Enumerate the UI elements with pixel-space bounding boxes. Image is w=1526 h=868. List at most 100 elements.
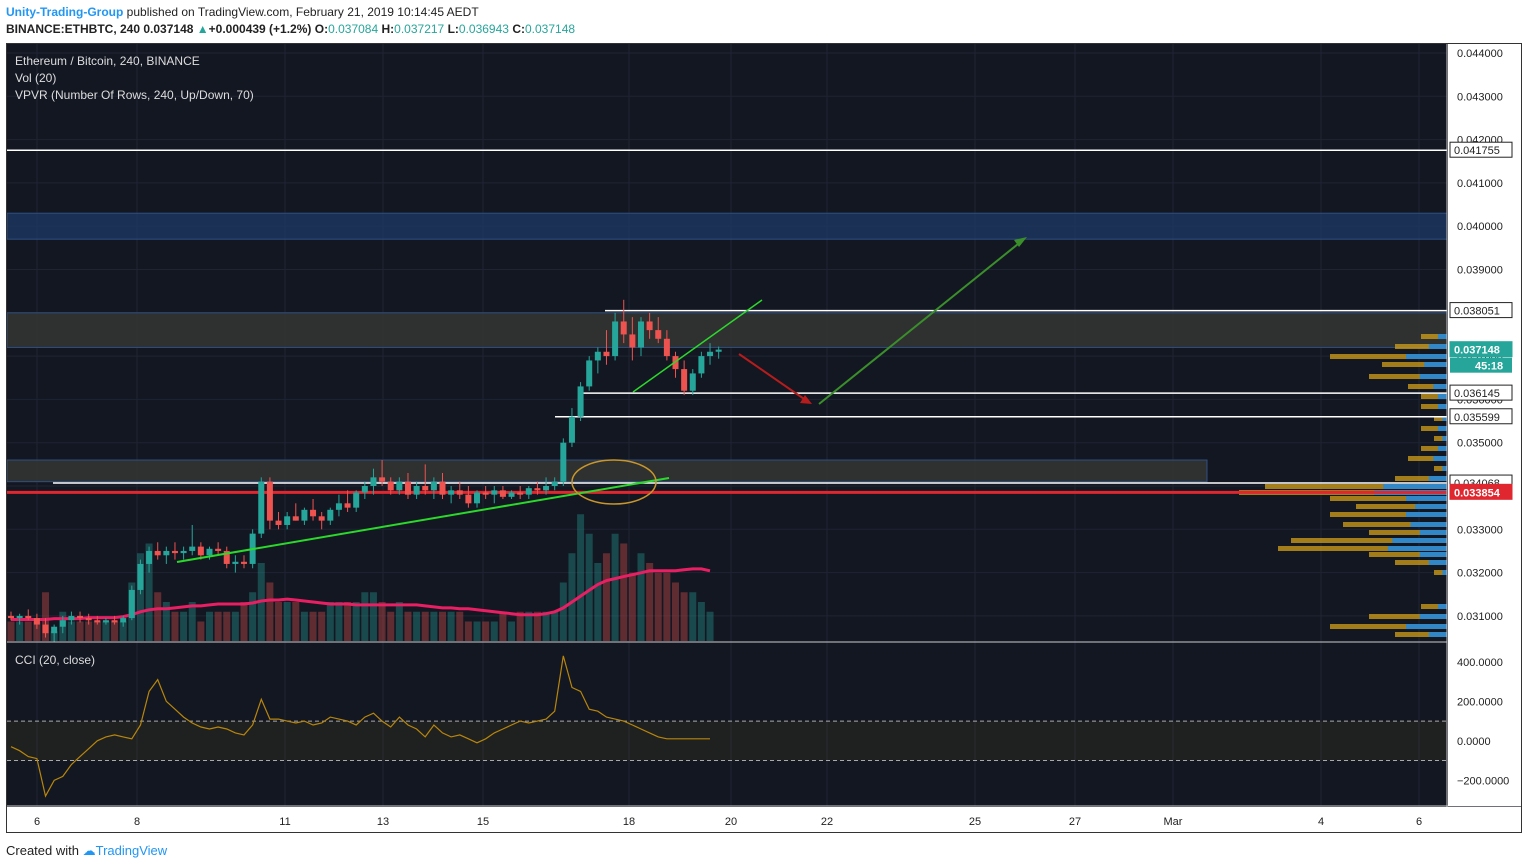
- volume-bar: [447, 611, 455, 641]
- open-label: O:: [314, 22, 329, 36]
- candle-body: [111, 620, 118, 623]
- time-tick-label: 13: [377, 816, 389, 828]
- candle-body: [629, 334, 636, 348]
- vpvr-row-up: [1343, 522, 1447, 527]
- candle-body: [370, 477, 377, 486]
- author-name[interactable]: Unity-Trading-Group: [6, 5, 124, 19]
- chart-container[interactable]: 0.044000 0.043000 0.042000 0.041000 0.040000…: [6, 43, 1522, 833]
- candle-body: [404, 481, 411, 495]
- volume-bar: [516, 611, 524, 641]
- candle-body: [534, 488, 541, 491]
- candle-body: [292, 516, 299, 521]
- candle-body: [232, 561, 239, 564]
- candle-body: [120, 618, 127, 623]
- ohlc-line: BINANCE:ETHBTC, 240 0.037148 ▲+0.000439 …: [6, 22, 575, 36]
- volume-bar: [33, 621, 41, 641]
- vpvr-row-down: [1428, 560, 1447, 565]
- volume-bar: [378, 602, 386, 641]
- time-axis-bg[interactable]: [7, 807, 1521, 832]
- volume-bar: [188, 602, 196, 641]
- vpvr-row-up: [1421, 334, 1447, 339]
- candle-body: [258, 481, 265, 534]
- candle-body: [77, 615, 84, 619]
- candle-body: [681, 369, 688, 391]
- volume-bar: [309, 611, 317, 641]
- vpvr-row-down: [1387, 546, 1447, 551]
- time-tick-label: 6: [1416, 816, 1422, 828]
- price-axis-bg[interactable]: [1448, 44, 1521, 806]
- volume-bar: [706, 611, 714, 641]
- volume-bar: [439, 611, 446, 641]
- candle-body: [612, 321, 619, 357]
- vpvr-row-down: [1406, 354, 1447, 359]
- chart-canvas[interactable]: 0.0440000.0430000.0420000.0410000.040000…: [6, 44, 1521, 832]
- candle-body: [51, 626, 58, 634]
- volume-bar: [205, 611, 213, 641]
- volume-bar: [335, 602, 343, 641]
- vpvr-row-down: [1410, 522, 1447, 527]
- volume-bar: [456, 611, 464, 641]
- time-tick-label: 15: [477, 816, 489, 828]
- price-level-tag: [1449, 341, 1513, 358]
- volume-bar: [680, 592, 688, 641]
- vpvr-row-down: [1406, 512, 1447, 517]
- volume-bar: [473, 621, 481, 641]
- bearish-arrow-head: [800, 395, 812, 404]
- vpvr-row-up: [1382, 362, 1447, 367]
- volume-bar: [231, 611, 239, 641]
- candle-body: [171, 550, 178, 554]
- price-tick-label: 0.035000: [1457, 438, 1503, 450]
- price-tick-label: 0.043000: [1457, 91, 1503, 103]
- price-tick-label: 0.040000: [1457, 221, 1503, 233]
- vpvr-row-down: [1437, 604, 1447, 609]
- cci-line: [10, 655, 710, 798]
- candle-body: [465, 494, 472, 504]
- vpvr-row-down: [1419, 530, 1447, 535]
- volume-bar: [421, 611, 429, 641]
- candle-body: [396, 481, 403, 491]
- candle-body: [508, 492, 515, 497]
- vpvr-row-up: [1330, 512, 1447, 517]
- candle-body: [568, 416, 575, 443]
- cci-tick-label: −200.0000: [1457, 775, 1509, 787]
- time-tick-label: 6: [34, 816, 40, 828]
- candle-body: [154, 550, 161, 556]
- volume-bar: [266, 582, 274, 641]
- volume-bar: [171, 611, 179, 641]
- price-zone: [6, 212, 1448, 240]
- vpvr-row-up: [1395, 476, 1447, 481]
- volume-bar: [119, 621, 127, 641]
- bullish-arrow-line: [818, 239, 1024, 405]
- bullish-arrow-head: [1014, 237, 1027, 247]
- volume-bar: [654, 572, 662, 641]
- price-level-tag: [1449, 384, 1513, 401]
- volume-bar: [102, 621, 110, 641]
- volume-ma-line: [11, 567, 711, 621]
- time-axis[interactable]: 6 8 11 13 15 18 20 22 25 27 Mar 4 6: [34, 816, 1422, 828]
- volume-bar: [628, 572, 636, 641]
- volume-bar: [85, 621, 93, 641]
- volume-bar: [464, 621, 472, 641]
- vpvr-row-up: [1421, 426, 1447, 431]
- candle-body: [491, 490, 498, 495]
- footer: Created with ☁TradingView: [6, 843, 167, 859]
- candle-body: [586, 360, 593, 387]
- open-value: 0.037084: [328, 22, 379, 36]
- volume-bar: [525, 611, 533, 641]
- volume-bar: [594, 563, 602, 641]
- volume-bar: [387, 611, 395, 641]
- tradingview-brand[interactable]: TradingView: [95, 843, 168, 858]
- volume-bar: [395, 602, 403, 641]
- vpvr-row-up: [1330, 624, 1447, 629]
- trend-line-resistance: [632, 299, 763, 393]
- volume-bar: [663, 572, 671, 641]
- publish-info: Unity-Trading-Group published on Trading…: [6, 5, 479, 19]
- volume-bar: [283, 602, 291, 641]
- volume-bar: [620, 543, 628, 641]
- low-label: L:: [447, 22, 459, 36]
- candle-body: [361, 486, 368, 493]
- candle-body: [310, 509, 317, 517]
- volume-bar: [559, 582, 567, 641]
- vpvr-row-down: [1428, 632, 1447, 637]
- candle-body: [284, 516, 291, 525]
